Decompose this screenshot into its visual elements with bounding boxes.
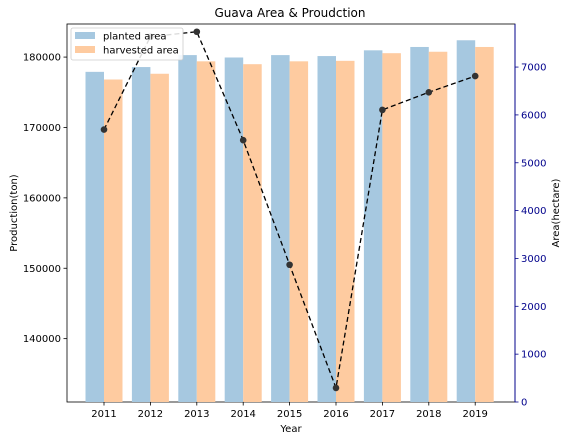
y-left-axis-label: Production(ton) — [9, 174, 20, 251]
production-point-2013 — [193, 28, 201, 36]
y-right-tick-label-7000: 7000 — [521, 63, 546, 74]
legend-label-harvested-area: harvested area — [103, 46, 179, 57]
planted-area-bar-2012 — [131, 67, 151, 402]
x-tick-label-2013: 2013 — [184, 409, 209, 420]
x-tick-label-2012: 2012 — [138, 409, 163, 420]
legend-label-planted-area: planted area — [103, 32, 167, 43]
x-axis-label: Year — [279, 424, 302, 435]
planted-area-bar-2016 — [317, 56, 336, 403]
y-right-tick-label-6000: 6000 — [521, 110, 546, 121]
chart-title: Guava Area & Proudction — [215, 6, 366, 20]
y-left-tick-label-170000: 170000 — [23, 123, 61, 134]
y-left-tick-label-150000: 150000 — [23, 264, 61, 275]
planted-area-bar-2013 — [178, 55, 197, 402]
y-right-tick-label-4000: 4000 — [521, 206, 546, 217]
production-point-2016 — [332, 384, 340, 392]
y-left-tick-label-180000: 180000 — [23, 53, 61, 64]
legend-swatch-planted-area — [75, 32, 95, 39]
production-point-2018 — [425, 88, 433, 96]
y-left-axis: 140000 150000 160000 170000 180000 — [23, 53, 67, 345]
legend-box — [70, 27, 184, 61]
production-point-2019 — [471, 72, 479, 80]
harvested-area-bar-2017 — [382, 53, 401, 402]
planted-area-bar-2018 — [410, 46, 429, 402]
bars-layer — [85, 40, 494, 403]
planted-area-bar-2017 — [363, 50, 383, 402]
harvested-area-bar-2019 — [475, 46, 494, 402]
harvested-area-bar-2011 — [104, 79, 123, 402]
production-point-2014 — [239, 136, 247, 144]
production-point-2017 — [379, 106, 386, 114]
x-tick-label-2017: 2017 — [370, 409, 395, 420]
harvested-area-bar-2016 — [336, 60, 355, 403]
production-point-2015 — [286, 261, 293, 269]
production-point-2011 — [100, 126, 108, 133]
legend: planted area harvested area — [70, 27, 184, 61]
x-tick-label-2011: 2011 — [91, 409, 116, 420]
x-tick-label-2019: 2019 — [462, 409, 487, 420]
x-tick-label-2015: 2015 — [277, 409, 302, 420]
y-left-tick-label-140000: 140000 — [23, 334, 61, 345]
harvested-area-bar-2018 — [428, 51, 448, 402]
planted-area-bar-2014 — [224, 57, 244, 403]
y-right-tick-label-1000: 1000 — [521, 350, 546, 361]
y-left-tick-label-160000: 160000 — [23, 193, 61, 204]
harvested-area-bar-2013 — [196, 61, 216, 402]
x-tick-label-2016: 2016 — [323, 409, 348, 420]
y-right-tick-label-0: 0 — [521, 398, 527, 409]
legend-swatch-harvested-area — [75, 46, 95, 53]
x-tick-label-2018: 2018 — [416, 409, 441, 420]
y-right-tick-label-3000: 3000 — [521, 254, 546, 265]
x-axis: 2011 2012 2013 2014 2015 2016 2017 2018 2019 — [91, 402, 488, 420]
planted-area-bar-2015 — [271, 55, 290, 402]
planted-area-bar-2011 — [85, 71, 104, 402]
y-right-tick-label-5000: 5000 — [521, 158, 546, 169]
harvested-area-bar-2012 — [150, 73, 169, 402]
y-right-tick-label-2000: 2000 — [521, 302, 546, 313]
harvested-area-bar-2015 — [289, 61, 309, 402]
x-tick-label-2014: 2014 — [230, 409, 255, 420]
harvested-area-bar-2014 — [243, 64, 262, 402]
y-right-axis-label: Area(hectare) — [551, 178, 562, 247]
y-right-axis: 0 1000 2000 3000 4000 5000 6000 7000 — [514, 24, 546, 409]
planted-area-bar-2019 — [456, 40, 476, 403]
